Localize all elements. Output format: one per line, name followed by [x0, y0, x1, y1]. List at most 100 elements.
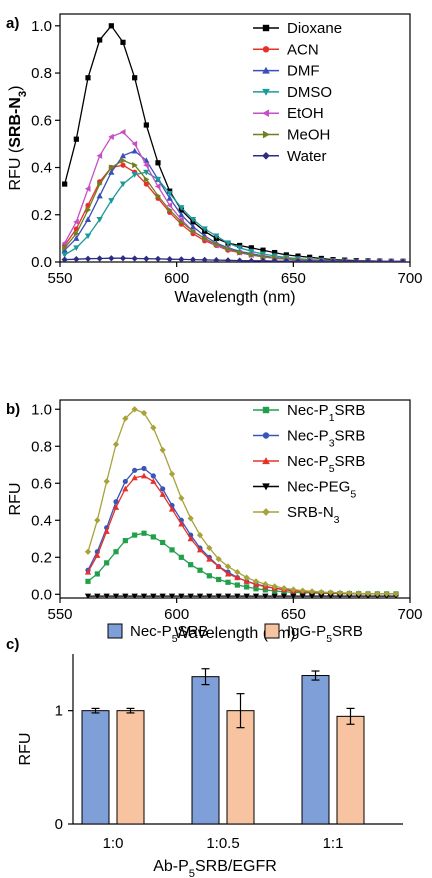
data-point: [140, 472, 148, 479]
legend-label-part: SRB: [335, 428, 366, 445]
legend-label: Nec-P5SRB: [287, 453, 365, 475]
series-group: [61, 23, 407, 262]
data-point: [280, 585, 288, 592]
data-point: [215, 556, 222, 563]
data-point: [150, 473, 156, 479]
data-point: [376, 258, 383, 262]
data-point: [336, 589, 344, 596]
legend-label: Nec-P3SRB: [287, 428, 365, 450]
data-point: [73, 245, 80, 251]
data-point: [178, 218, 185, 225]
data-point: [197, 567, 203, 573]
data-point: [132, 162, 138, 169]
data-point: [96, 216, 103, 223]
legend-marker: [262, 457, 270, 465]
data-point: [143, 181, 149, 187]
data-point: [85, 75, 91, 81]
data-point: [355, 590, 362, 597]
legend-label: DMSO: [287, 84, 332, 101]
data-point: [383, 590, 390, 597]
legend-label-part: 5: [350, 489, 356, 501]
bar: [336, 715, 365, 825]
data-point: [196, 593, 204, 598]
data-point: [308, 588, 316, 595]
data-point: [122, 538, 128, 544]
data-point: [234, 593, 241, 598]
data-point: [262, 581, 269, 588]
data-point: [225, 245, 232, 253]
data-point: [295, 253, 301, 259]
data-point: [308, 593, 316, 598]
data-point: [189, 216, 197, 223]
data-point: [206, 556, 213, 562]
data-point: [104, 560, 110, 566]
legend-label-part: 5: [329, 463, 335, 475]
data-point: [178, 211, 185, 218]
data-point: [271, 593, 278, 598]
data-point: [259, 257, 267, 262]
data-point: [224, 563, 232, 570]
data-point: [272, 249, 278, 256]
data-point: [234, 574, 241, 581]
data-point: [187, 515, 194, 522]
data-point: [271, 583, 278, 590]
data-point: [248, 257, 255, 262]
legend-label-part: SRB: [332, 623, 363, 640]
data-point: [167, 206, 173, 214]
legend-label-part: 3: [329, 438, 335, 450]
data-point: [244, 584, 250, 590]
legend-marker: [262, 66, 270, 74]
data-point: [131, 147, 138, 154]
data-point: [327, 593, 334, 598]
data-point: [327, 589, 334, 596]
data-point: [248, 245, 254, 251]
data-point: [61, 256, 68, 262]
data-point: [119, 128, 126, 136]
data-point: [84, 568, 92, 575]
data-point: [243, 574, 250, 581]
data-point: [168, 506, 176, 512]
legend-label-part: SRB: [335, 402, 366, 419]
data-point: [201, 226, 208, 233]
data-point: [318, 588, 325, 596]
y-axis-title-part: SRB-N: [7, 97, 24, 148]
data-point: [236, 245, 243, 251]
y-tick-label: 1: [55, 703, 63, 720]
series-line: [64, 24, 403, 262]
data-point: [120, 157, 127, 164]
data-point: [143, 255, 150, 262]
data-point: [178, 593, 185, 598]
legend-label-part: Nec-P: [287, 453, 329, 470]
data-point: [248, 251, 255, 259]
data-point: [299, 593, 306, 598]
data-point: [206, 593, 213, 598]
data-point: [94, 593, 101, 598]
y-tick-label: 0.6: [31, 475, 52, 492]
data-point: [131, 406, 138, 413]
data-point: [234, 568, 241, 576]
series-group: [84, 406, 400, 598]
legend-label: Dioxane: [287, 20, 342, 37]
data-point: [346, 590, 353, 597]
bar: [301, 675, 330, 825]
data-point: [94, 552, 101, 558]
data-point: [159, 446, 166, 454]
panel-label: b): [6, 401, 20, 418]
data-point: [169, 547, 175, 553]
y-tick-label: 0.4: [31, 512, 52, 529]
data-point: [73, 256, 80, 262]
data-point: [113, 549, 119, 555]
data-point: [154, 255, 162, 262]
data-point: [318, 593, 325, 598]
data-point: [84, 548, 92, 555]
data-point: [189, 256, 197, 262]
data-point: [213, 233, 220, 240]
data-point: [62, 244, 68, 251]
data-point: [150, 478, 157, 484]
y-axis-title: RFU: [17, 733, 34, 766]
legend-label-part: 5: [172, 633, 178, 645]
legend-label: Nec-PEG5: [287, 479, 356, 501]
data-point: [122, 485, 129, 492]
